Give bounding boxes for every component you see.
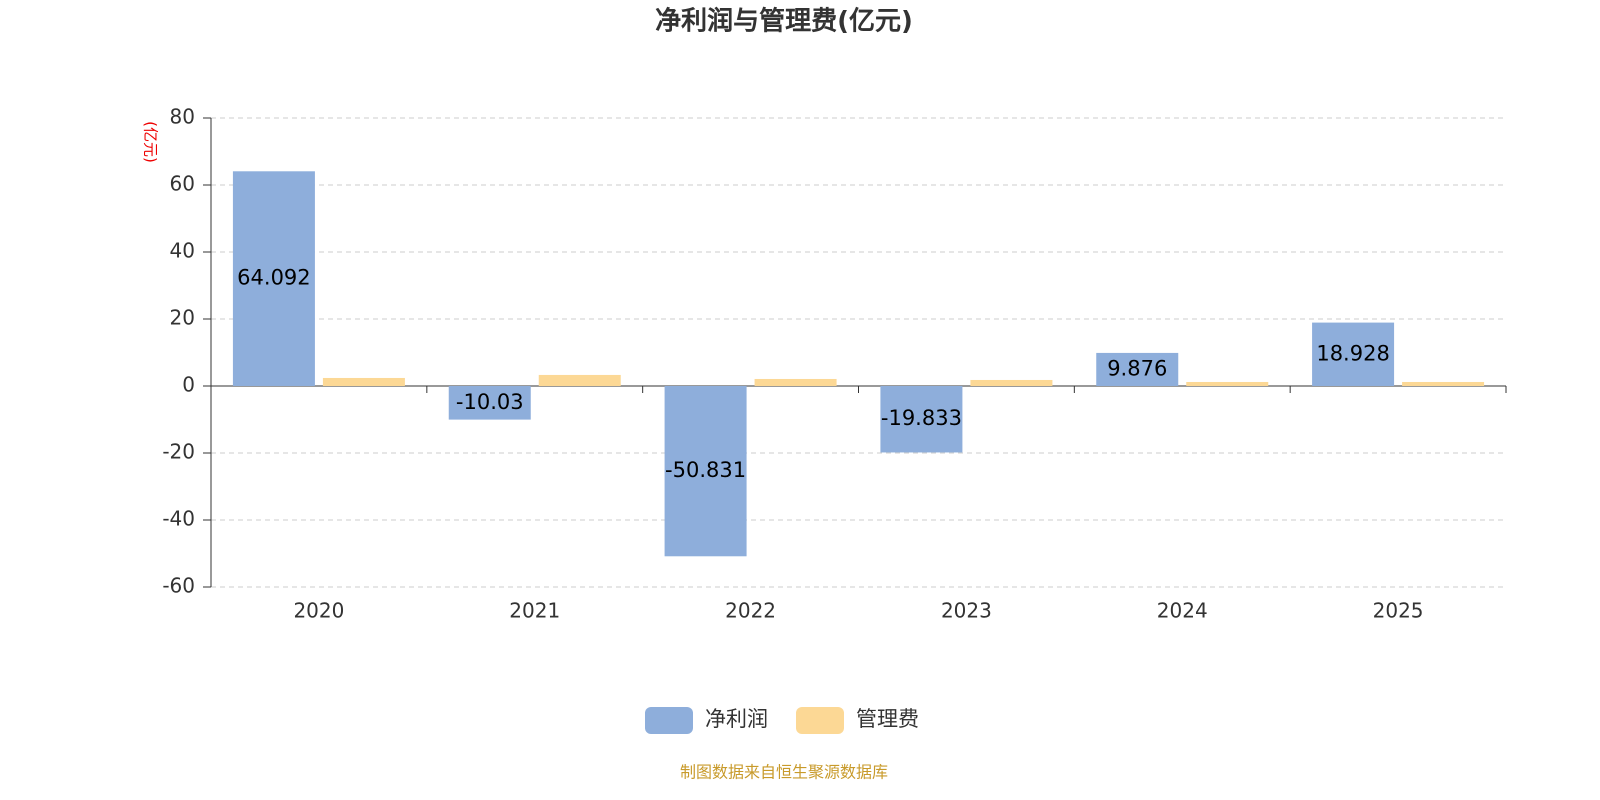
- bar: [1096, 352, 1179, 386]
- y-tick-label: -40: [162, 507, 195, 531]
- y-tick-label: 0: [182, 373, 195, 397]
- bar: [232, 171, 315, 386]
- bar: [1402, 381, 1485, 386]
- legend-label: 管理费: [856, 707, 919, 731]
- y-tick-label: 20: [170, 306, 195, 330]
- bar: [322, 377, 405, 386]
- source-note: 制图数据来自恒生聚源数据库: [680, 763, 888, 782]
- y-tick-label: -20: [162, 440, 195, 464]
- x-tick-label: 2024: [1157, 599, 1208, 623]
- bar: [754, 378, 837, 386]
- bar: [970, 379, 1053, 386]
- bar: [1186, 381, 1269, 386]
- y-tick-label: 80: [170, 105, 195, 129]
- x-tick-label: 2023: [941, 599, 992, 623]
- bar: [448, 386, 531, 420]
- y-tick-label: 60: [170, 172, 195, 196]
- bar: [538, 374, 621, 386]
- y-axis-label: (亿元): [142, 121, 160, 163]
- bar: [880, 386, 963, 453]
- x-tick-label: 2022: [725, 599, 776, 623]
- bar: [1312, 322, 1395, 386]
- legend-label: 净利润: [705, 707, 768, 731]
- data-label: -10.03: [456, 390, 524, 414]
- chart-title: 净利润与管理费(亿元): [655, 6, 913, 37]
- data-label: -19.833: [881, 406, 962, 430]
- data-label: -50.831: [665, 458, 746, 482]
- data-label: 9.876: [1107, 356, 1167, 380]
- x-tick-label: 2021: [509, 599, 560, 623]
- legend-swatch: [796, 707, 844, 734]
- data-label: 64.092: [237, 266, 310, 290]
- x-tick-label: 2025: [1373, 599, 1424, 623]
- x-tick-label: 2020: [293, 599, 344, 623]
- y-tick-label: 40: [170, 239, 195, 263]
- data-label: 18.928: [1316, 341, 1389, 365]
- y-tick-label: -60: [162, 574, 195, 598]
- legend-swatch: [645, 707, 693, 734]
- bar: [664, 386, 747, 557]
